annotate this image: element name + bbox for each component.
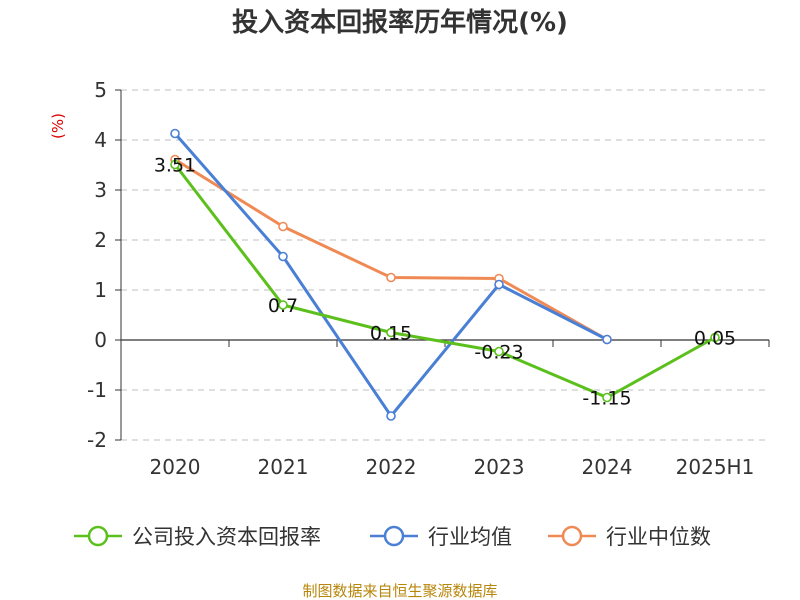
- axes: 5 4 3 2 1 0 -1 -2 2020 2021 2022 2023 2024 2025H1: [87, 78, 770, 479]
- legend-label: 行业均值: [428, 525, 512, 549]
- data-label: 0.7: [268, 295, 298, 317]
- data-point: [170, 159, 180, 170]
- data-point: [170, 128, 180, 139]
- data-point: [278, 300, 288, 310]
- x-tick-label: 2024: [582, 455, 633, 479]
- y-tick-label: 3: [94, 178, 107, 202]
- legend-item[interactable]: 公司投入资本回报率: [74, 525, 321, 549]
- legend-item[interactable]: 行业均值: [370, 525, 512, 549]
- y-tick-label: 2: [94, 228, 107, 252]
- legend-marker: [383, 525, 405, 547]
- y-tick-label: 5: [94, 78, 107, 102]
- legend-marker: [561, 525, 583, 547]
- x-tick-label: 2020: [150, 455, 201, 479]
- data-point: [278, 251, 288, 262]
- legend-label: 行业中位数: [606, 525, 711, 549]
- data-label: 0.05: [694, 328, 736, 350]
- data-label: -1.15: [582, 388, 631, 410]
- series-lines: [170, 128, 720, 421]
- y-tick-label: 0: [94, 328, 107, 352]
- x-tick-label: 2021: [258, 455, 309, 479]
- legend-label: 公司投入资本回报率: [132, 525, 321, 549]
- gridlines: [121, 89, 769, 441]
- data-point: [494, 279, 504, 290]
- x-tick-label: 2023: [474, 455, 525, 479]
- legend-marker: [87, 525, 109, 547]
- data-label: -0.23: [474, 342, 523, 364]
- source-note: 制图数据来自恒生聚源数据库: [302, 582, 497, 600]
- y-axis-unit-label: (%): [49, 113, 67, 139]
- legend-item[interactable]: 行业中位数: [548, 525, 711, 549]
- series-line: [173, 163, 716, 399]
- data-point: [386, 272, 396, 283]
- data-label: 3.51: [154, 155, 196, 177]
- data-point: [602, 334, 612, 345]
- data-label: 0.15: [370, 323, 412, 345]
- data-point: [602, 392, 612, 403]
- data-point: [710, 332, 720, 343]
- y-tick-label: -1: [87, 378, 107, 402]
- data-labels: 3.51 0.7 0.15 -0.23 -1.15 0.05: [154, 155, 736, 410]
- y-tick-label: 1: [94, 278, 107, 302]
- data-point: [386, 327, 396, 338]
- data-point: [494, 346, 504, 357]
- y-tick-label: 4: [94, 128, 107, 152]
- y-tick-label: -2: [87, 428, 107, 452]
- data-point: [386, 411, 396, 421]
- x-tick-label: 2022: [366, 455, 417, 479]
- x-tick-label: 2025H1: [676, 455, 755, 479]
- chart-title: 投入资本回报率历年情况(%): [232, 7, 568, 38]
- data-point: [278, 221, 288, 232]
- legend[interactable]: 公司投入资本回报率 行业均值 行业中位数: [74, 525, 711, 549]
